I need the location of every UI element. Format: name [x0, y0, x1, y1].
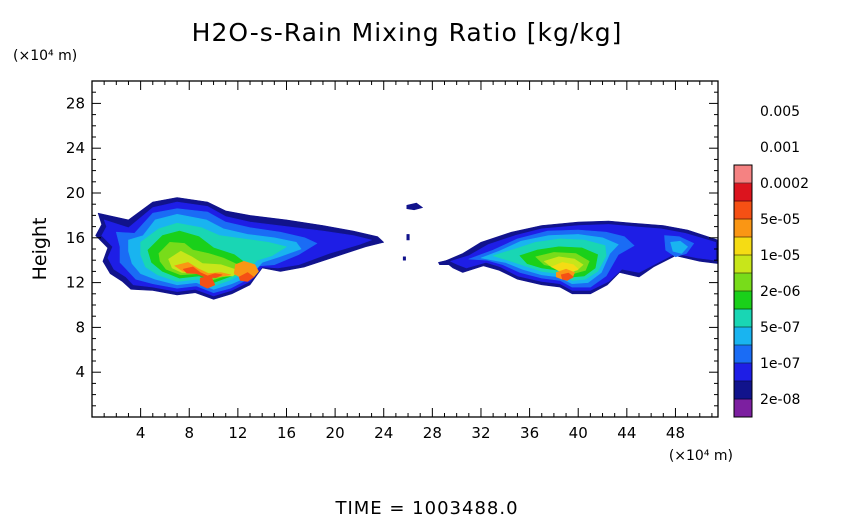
x-tick-label: 32 [471, 424, 490, 442]
colorbar-label: 2e-08 [760, 392, 800, 408]
time-label: TIME = 1003488.0 [334, 498, 518, 519]
colorbar-swatch [734, 255, 752, 274]
y-tick-label: 24 [66, 139, 85, 157]
cloud-regions [95, 197, 719, 300]
x-tick-label: 24 [374, 424, 393, 442]
colorbar-swatch [734, 201, 752, 220]
colorbar-label: 0.005 [760, 104, 800, 120]
plot-area [95, 197, 719, 300]
x-tick-label: 28 [423, 424, 442, 442]
y-axis-unit: (×10⁴ m) [13, 48, 77, 64]
x-tick-label: 8 [184, 424, 194, 442]
x-tick-label: 36 [520, 424, 539, 442]
right-cloud-level-4-22 [670, 240, 688, 254]
colorbar-swatch [734, 345, 752, 364]
colorbar-label: 1e-07 [760, 356, 800, 372]
x-tick-label: 20 [326, 424, 345, 442]
colorbar-swatch [734, 237, 752, 256]
y-tick-label: 16 [66, 229, 85, 247]
colorbar-label: 0.0002 [760, 176, 809, 192]
y-tick-label: 12 [66, 274, 85, 292]
colorbar-swatch [734, 327, 752, 346]
colorbar-swatch [734, 381, 752, 400]
y-axis-label: Height [29, 218, 51, 281]
colorbar-swatch [734, 219, 752, 238]
colorbar-swatch [734, 273, 752, 292]
chart-title: H2O-s-Rain Mixing Ratio [kg/kg] [192, 18, 623, 47]
left-cloud-level-11-12 [238, 272, 254, 282]
colorbar-label: 0.001 [760, 140, 800, 156]
x-tick-label: 44 [617, 424, 636, 442]
mid-fragment-level-1-13 [406, 202, 423, 211]
colorbar-label: 5e-05 [760, 212, 800, 228]
y-tick-label: 20 [66, 184, 85, 202]
mid-fragment-level-1-14 [406, 234, 410, 241]
y-tick-label: 28 [66, 94, 85, 112]
y-tick-label: 8 [75, 318, 85, 336]
colorbar-swatch [734, 183, 752, 202]
colorbar-swatch [734, 399, 752, 418]
colorbar-swatch [734, 291, 752, 310]
right-cloud-level-11-29 [560, 272, 574, 281]
mid-fragment-level-1-15 [402, 256, 406, 261]
left-cloud-level-11-9 [182, 266, 223, 278]
x-tick-label: 40 [569, 424, 588, 442]
colorbar-swatch [734, 363, 752, 382]
x-tick-label: 12 [228, 424, 247, 442]
x-tick-label: 4 [136, 424, 146, 442]
left-cloud-level-10-10 [233, 260, 259, 279]
colorbar-swatch [734, 165, 752, 184]
left-cloud-level-11-11 [199, 276, 216, 289]
colorbar-swatch [734, 309, 752, 328]
colorbar-label: 2e-06 [760, 284, 800, 300]
x-axis-unit: (×10⁴ m) [669, 448, 733, 464]
x-tick-label: 48 [666, 424, 685, 442]
y-tick-label: 4 [75, 363, 85, 381]
x-tick-label: 16 [277, 424, 296, 442]
colorbar-label: 1e-05 [760, 248, 800, 264]
colorbar-label: 5e-07 [760, 320, 800, 336]
colorbar: 0.005 0.001 0.0002 5e-05 1e-05 2e-06 5e-07 1e-0… [733, 104, 809, 418]
